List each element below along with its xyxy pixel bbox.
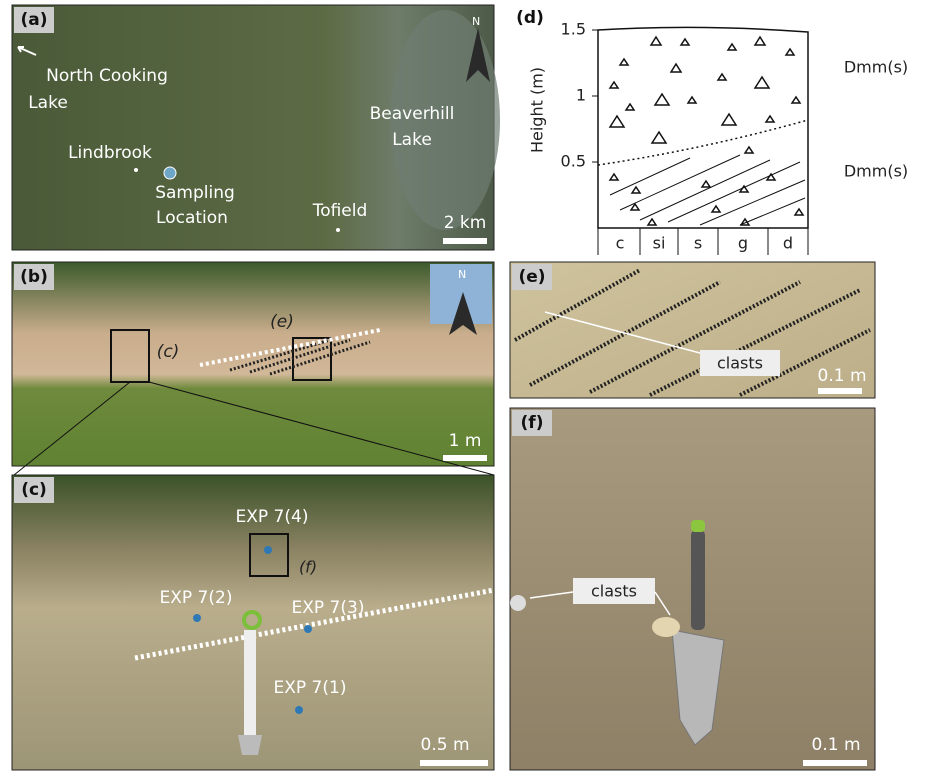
figure: (a) North Cooking Lake Lindbrook Samplin… xyxy=(0,0,935,774)
scale-label: 1 m xyxy=(449,431,482,451)
scale-bar xyxy=(818,388,862,394)
clast xyxy=(510,595,526,611)
y-tick-label: 1.5 xyxy=(561,20,586,39)
inset-label: (c) xyxy=(157,342,180,362)
scale-bar xyxy=(443,238,487,244)
sample-point xyxy=(264,546,272,554)
clasts xyxy=(610,37,803,225)
panel-d: (d) Height (m) c si s g d Dmm(s) Dmm(s) … xyxy=(516,8,908,255)
place: North Cooking xyxy=(46,66,168,86)
grain-size: c xyxy=(616,234,625,253)
y-tick-label: 1 xyxy=(576,86,586,105)
scale-label: 0.5 m xyxy=(421,735,470,755)
sample-point xyxy=(295,706,303,714)
contact xyxy=(598,120,808,165)
panel-label: (b) xyxy=(20,267,48,287)
place: Tofield xyxy=(312,201,368,221)
sample-point xyxy=(304,625,312,633)
inset-label: (e) xyxy=(270,312,294,332)
sample-label: EXP 7(3) xyxy=(292,598,365,618)
scale-label: 0.1 m xyxy=(812,735,861,755)
panel-label: (c) xyxy=(21,480,47,500)
trowel-grip xyxy=(691,520,705,532)
shovel xyxy=(244,630,256,735)
panel-e: (e) clasts 0.1 m xyxy=(510,262,875,398)
place: Lindbrook xyxy=(68,143,152,163)
panel-c: (c) (f) EXP 7(4) EXP 7(2) EXP 7(3) EXP 7… xyxy=(12,475,494,770)
scale-bar xyxy=(803,760,867,766)
sample-label: EXP 7(4) xyxy=(236,507,309,527)
panel-label: (a) xyxy=(20,10,47,30)
panel-label: (e) xyxy=(518,267,545,287)
panel-f: (f) clasts 0.1 m xyxy=(510,408,875,770)
axis-title: Height (m) xyxy=(528,67,547,153)
y-tick-label: 0.5 xyxy=(561,152,586,171)
panel-label: (f) xyxy=(521,413,544,433)
photo xyxy=(12,262,494,466)
note: clasts xyxy=(591,582,637,601)
panel-a: (a) North Cooking Lake Lindbrook Samplin… xyxy=(12,5,500,250)
trowel-handle xyxy=(691,530,705,630)
sample-label: EXP 7(1) xyxy=(274,678,347,698)
sample-label: EXP 7(2) xyxy=(160,588,233,608)
panel-label: (d) xyxy=(516,8,544,28)
place: Lake xyxy=(392,130,432,150)
grain-ticks xyxy=(598,228,808,255)
log-box xyxy=(598,27,808,228)
north: N xyxy=(472,15,480,28)
note: clasts xyxy=(717,354,763,373)
place: Sampling xyxy=(155,183,235,203)
grain-size: si xyxy=(653,234,666,253)
scale-bar xyxy=(420,760,488,766)
clast xyxy=(652,617,680,637)
place: Location xyxy=(156,208,228,228)
grain-size: s xyxy=(694,234,702,253)
point xyxy=(336,228,340,232)
place: Beaverhill xyxy=(370,104,455,124)
panel-b: (b) (c) (e) N 1 m xyxy=(12,262,494,475)
north: N xyxy=(458,268,466,281)
scale-label: 0.1 m xyxy=(818,366,867,386)
place: Lake xyxy=(28,93,68,113)
grain-size: d xyxy=(783,234,793,253)
lamination xyxy=(610,155,805,225)
scale-bar xyxy=(443,455,487,461)
grain-size: g xyxy=(738,234,748,253)
sample-point xyxy=(193,614,201,622)
facies-code: Dmm(s) xyxy=(844,58,908,77)
inset-label: (f) xyxy=(299,558,317,577)
shovel-blade xyxy=(238,735,262,755)
facies-code: Dmm(s) xyxy=(844,162,908,181)
point xyxy=(134,168,138,172)
site-marker xyxy=(164,167,176,179)
scale-label: 2 km xyxy=(444,213,487,233)
